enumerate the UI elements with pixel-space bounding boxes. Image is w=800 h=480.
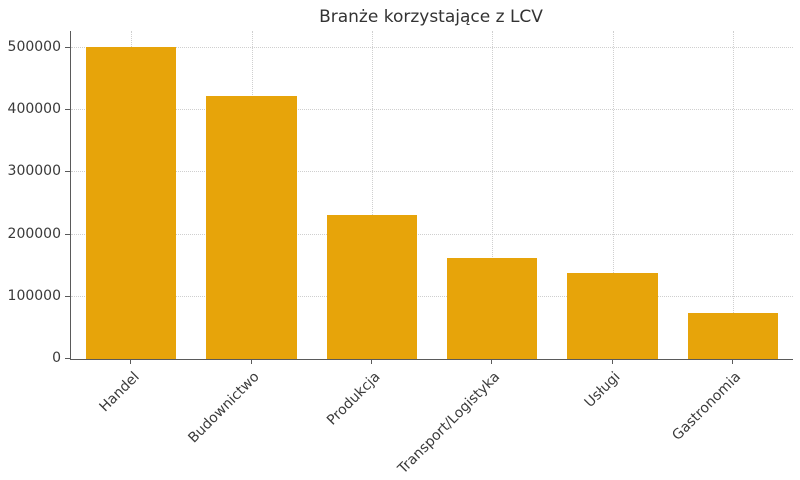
y-tick-mark	[65, 295, 70, 297]
bar-us-ugi	[567, 273, 658, 359]
y-tick-label: 400000	[7, 101, 61, 118]
x-tick-mark	[731, 359, 733, 364]
x-gridline	[612, 31, 614, 359]
bar-handel	[86, 46, 177, 359]
x-tick-label: Transport/Logistyka	[395, 369, 504, 478]
y-tick-mark	[65, 46, 70, 48]
y-tick-mark	[65, 109, 70, 111]
x-gridline	[371, 31, 373, 359]
x-tick-label: Budownictwo	[185, 369, 263, 447]
bar-gastronomia	[687, 312, 778, 359]
x-tick-mark	[130, 359, 132, 364]
y-gridline	[71, 233, 793, 235]
y-gridline	[71, 171, 793, 173]
bar-produkcja	[326, 214, 417, 359]
x-tick-label: Produkcja	[323, 369, 384, 429]
y-tick-label: 300000	[7, 163, 61, 180]
bar-transport-logistyka	[447, 257, 538, 359]
x-tick-mark	[611, 359, 613, 364]
plot-area: 0 100000 200000 300000 400000 500000 Handel Bud…	[8, 31, 793, 477]
x-tick-label: Gastronomia	[669, 369, 745, 444]
y-tick-label: 100000	[7, 287, 61, 304]
bar-budownictwo	[206, 95, 297, 359]
y-tick-mark	[65, 171, 70, 173]
y-tick-label: 500000	[7, 38, 61, 55]
y-tick-mark	[65, 358, 70, 359]
x-tick-mark	[250, 359, 252, 364]
chart-title: Branże korzystające z LCV	[319, 7, 543, 27]
x-tick-mark	[370, 359, 372, 364]
y-tick-label: 0	[52, 350, 61, 366]
y-gridline	[71, 46, 793, 48]
x-tick-mark	[491, 359, 493, 364]
y-gridline	[71, 295, 793, 297]
y-tick-mark	[65, 233, 70, 235]
y-gridline	[71, 109, 793, 111]
x-tick-label: Usługi	[581, 369, 624, 411]
x-gridline	[492, 31, 494, 359]
x-gridline	[732, 31, 734, 359]
y-tick-label: 200000	[7, 225, 61, 242]
x-tick-label: Handel	[96, 369, 143, 416]
